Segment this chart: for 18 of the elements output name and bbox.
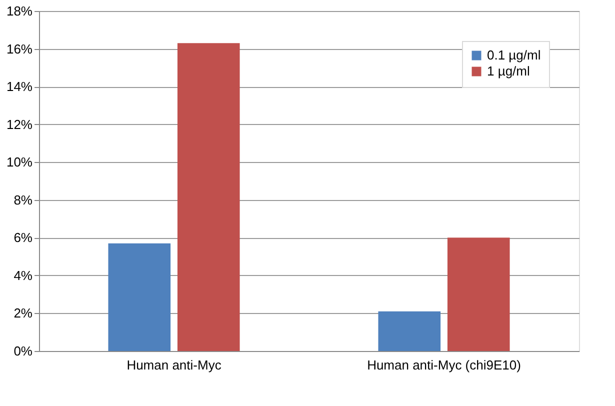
x-tick-label: Human anti-Myc — [126, 358, 222, 372]
y-tick-label: 8% — [14, 192, 33, 208]
y-tick-label: 0% — [14, 344, 33, 358]
y-tick-label: 4% — [14, 268, 33, 283]
bar — [177, 43, 240, 351]
y-tick-label: 12% — [6, 116, 33, 132]
y-tick-label: 14% — [6, 79, 33, 94]
bar — [108, 243, 171, 351]
y-tick-label: 2% — [14, 306, 33, 321]
y-tick-label: 18% — [6, 4, 33, 18]
y-tick-label: 6% — [14, 230, 33, 246]
y-tick-label: 10% — [6, 154, 33, 170]
x-tick-label: Human anti-Myc (chi9E10) — [367, 358, 521, 372]
y-tick-label: 16% — [6, 41, 33, 56]
legend-label: 0.1 µg/ml — [487, 48, 541, 62]
bar — [447, 238, 510, 351]
bar — [378, 311, 441, 351]
legend-label: 1 µg/ml — [487, 64, 530, 78]
